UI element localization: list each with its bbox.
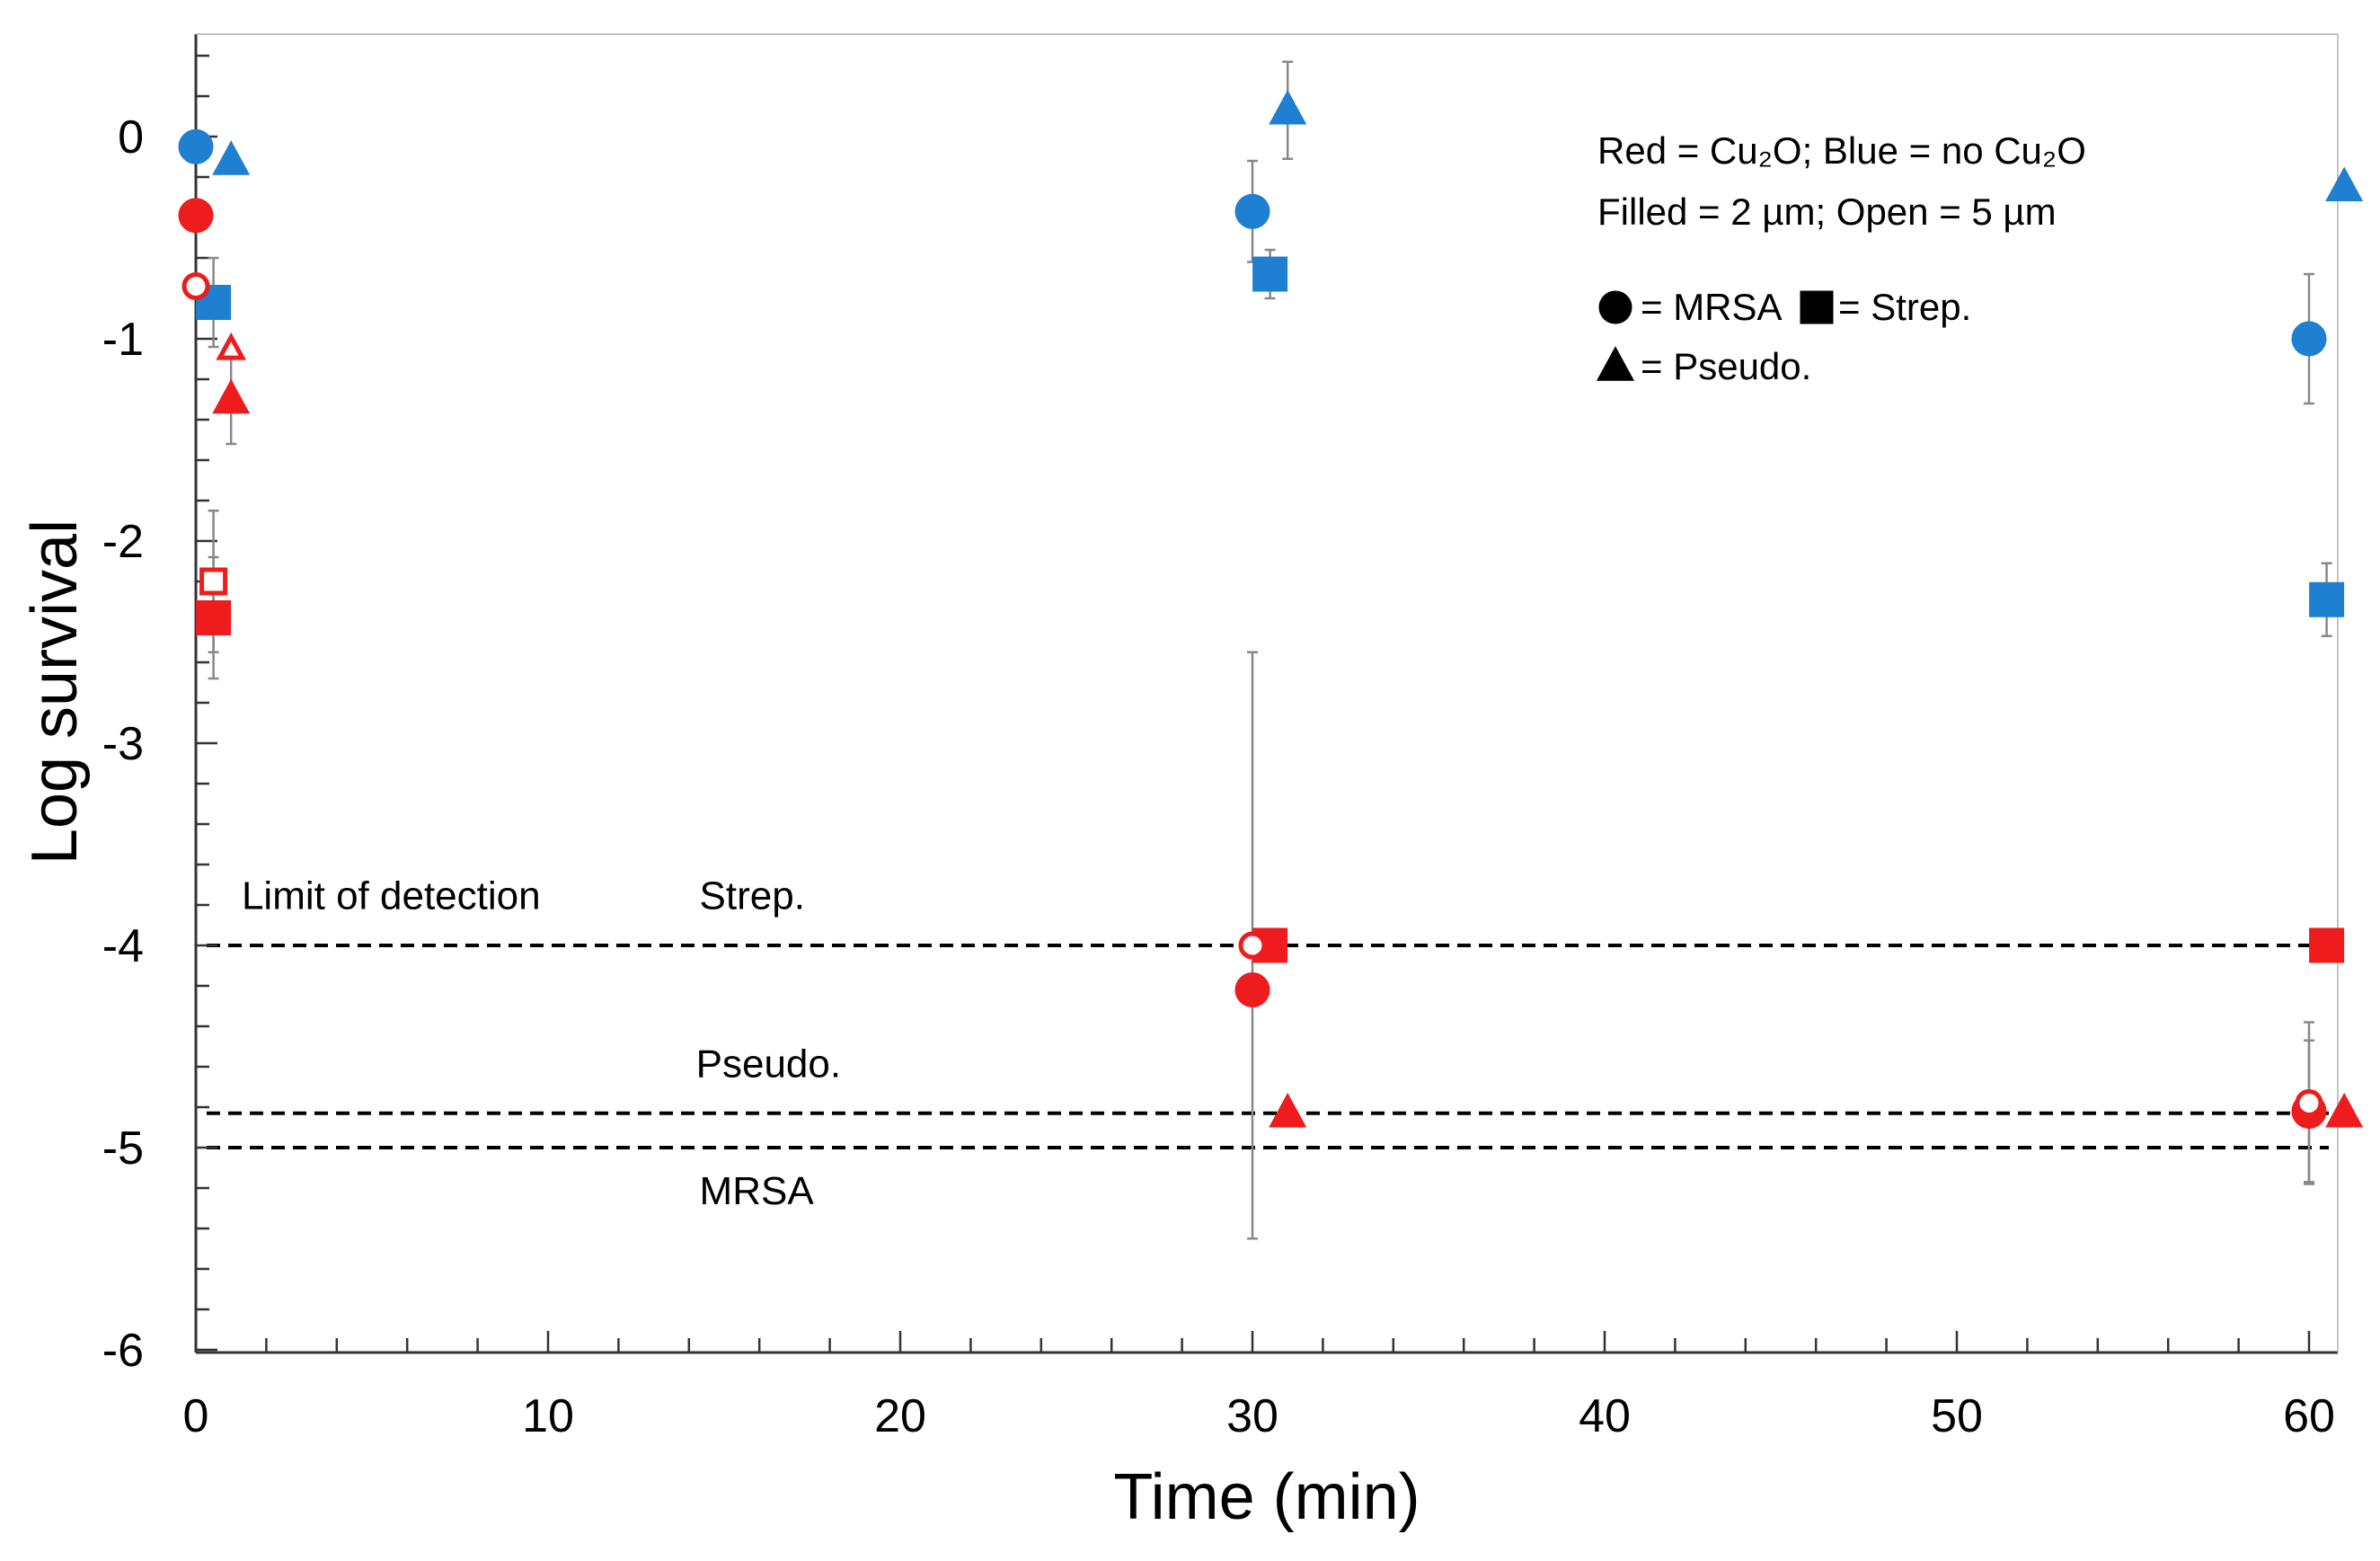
y-axis-title: Log survival [19,519,91,865]
point-square-filled [2309,927,2345,963]
legend-square-icon [1800,290,1834,324]
point-triangle-filled [212,140,251,175]
point-triangle-filled [2325,166,2364,201]
point-circle-open [1238,931,1267,960]
point-triangle-filled [1269,1092,1307,1128]
legend-color-note: Red = Cu₂O; Blue = no Cu₂O [1597,129,2086,172]
x-tick-label: 50 [1931,1390,1983,1442]
data-points [178,89,2364,1129]
chart-axes [194,33,2339,1354]
legend-marker-label: = Pseudo. [1641,345,1811,387]
x-tick-label: 30 [1226,1390,1278,1442]
x-tick-label: 20 [874,1390,926,1442]
x-tick-label: 10 [522,1390,574,1442]
x-tick-label: 40 [1579,1390,1631,1442]
y-tick-label: -6 [102,1325,144,1377]
legend-triangle-icon [1596,346,1635,381]
point-triangle-filled [1269,89,1307,125]
legend-circle-icon [1598,290,1632,324]
annotation-label: Pseudo. [696,1042,841,1086]
legend-marker-label: = Strep. [1838,286,1971,328]
legend-marker-entries: = MRSA = Strep. = Pseudo. [1596,286,1971,387]
axis-ticks: 0 10 20 30 40 50 60 0 -1 -2 -3 -4 -5 -6 [102,54,2335,1442]
point-circle-open [2295,1089,2323,1117]
point-triangle-filled [2325,1092,2364,1128]
limit-of-detection-lines [207,944,2329,1149]
point-circle-filled [178,198,214,234]
point-square-filled [196,600,232,635]
y-tick-label: -5 [102,1122,144,1175]
point-circle-filled [2291,321,2327,357]
chart-annotations: Limit of detection Strep. Pseudo. MRSA [242,874,841,1214]
y-tick-label: -4 [102,920,144,972]
legend-fill-note: Filled = 2 µm; Open = 5 µm [1597,191,2057,233]
point-square-filled [2309,581,2345,617]
point-circle-open [181,272,210,300]
x-tick-label: 0 [183,1390,209,1442]
point-circle-filled [1234,972,1270,1007]
point-circle-filled [1234,193,1270,229]
annotation-label: Limit of detection [242,874,541,918]
error-bars [208,60,2332,1240]
y-tick-label: -1 [102,314,144,366]
y-tick-label: 0 [118,111,144,164]
annotation-label: Strep. [700,874,805,918]
legend-marker-label: = MRSA [1641,286,1783,328]
point-square-open [199,567,228,596]
point-triangle-open [216,332,247,360]
y-tick-label: -2 [102,516,144,568]
x-axis-title: Time (min) [1113,1461,1420,1533]
x-tick-label: 60 [2283,1390,2335,1442]
annotation-label: MRSA [700,1169,815,1213]
point-triangle-filled [212,378,251,414]
y-tick-label: -3 [102,718,144,770]
chart-legend: Red = Cu₂O; Blue = no Cu₂O Filled = 2 µm… [1596,129,2086,387]
point-circle-filled [178,129,214,164]
point-square-filled [1252,256,1288,292]
